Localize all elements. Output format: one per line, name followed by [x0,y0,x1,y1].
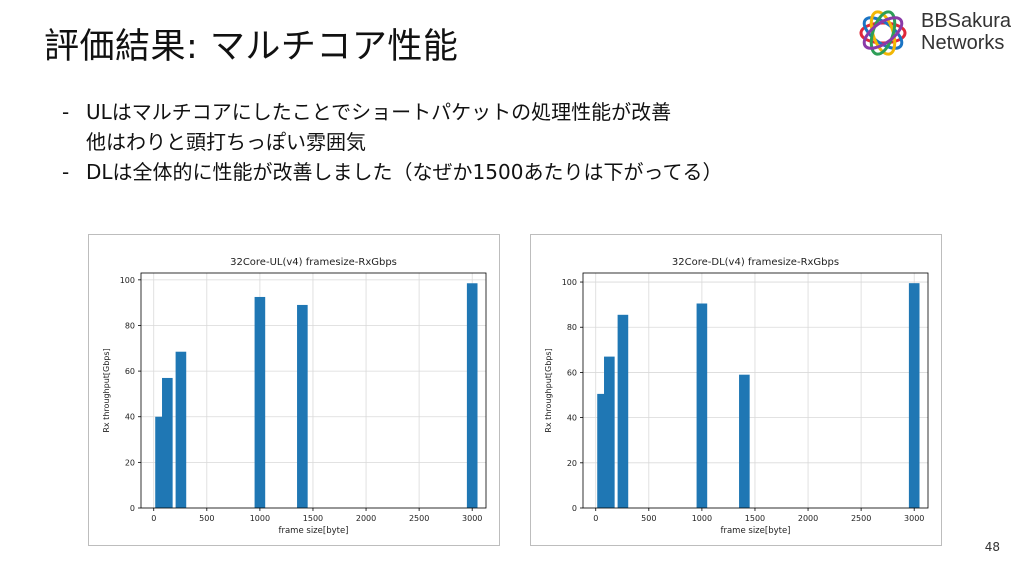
chart-title: 32Core-DL(v4) framesize-RxGbps [672,257,839,268]
chart-title: 32Core-UL(v4) framesize-RxGbps [230,257,397,268]
x-tick-label: 1500 [745,514,765,523]
bar-1400 [739,374,750,508]
bullet-item-dl: - DLは全体的に性能が改善しました（なぜか1500あたりは下がってる） [62,157,722,187]
bar-3000 [908,283,920,508]
plot-frame [582,272,929,509]
y-axis-label: Rx throughput[Gbps] [544,348,553,432]
x-tick-label: 2000 [798,514,818,523]
y-tick-label: 40 [567,414,577,423]
slide-title: 評価結果: マルチコア性能 [44,27,459,67]
x-axis-label: frame size[byte] [278,526,348,536]
x-tick-label: 500 [199,514,214,523]
x-tick-label: 500 [641,514,656,523]
y-axis-label: Rx throughput[Gbps] [102,348,111,432]
bullet-text: DLは全体的に性能が改善しました（なぜか1500あたりは下がってる） [86,160,723,184]
bar-64 [597,393,608,508]
bbsakura-logo: BBSakura Networks [853,4,1023,62]
logo-wordmark: BBSakura Networks [921,10,1011,54]
x-tick-label: 0 [151,514,156,523]
bar-128 [604,356,615,508]
x-tick-label: 1000 [692,514,712,523]
y-tick-label: 60 [567,368,577,377]
bar-1000 [254,296,266,508]
bullet-item-ul: - ULはマルチコアにしたことでショートパケットの処理性能が改善 [62,97,722,127]
x-axis-label: frame size[byte] [720,526,790,536]
bar-1400 [297,304,308,508]
y-tick-label: 100 [562,278,577,287]
y-tick-label: 60 [125,367,135,376]
y-tick-label: 0 [130,504,135,513]
y-tick-label: 80 [125,321,135,330]
bullet-dash: - [62,160,70,184]
bullet-dash: - [62,100,70,124]
x-tick-label: 2500 [851,514,871,523]
logo-line-2: Networks [921,32,1005,54]
plot-frame [140,272,487,509]
y-tick-label: 20 [567,459,577,468]
bar-128 [162,377,173,508]
x-tick-label: 1500 [303,514,323,523]
x-tick-label: 3000 [904,514,924,523]
x-tick-label: 3000 [462,514,482,523]
chart-ul: 32Core-UL(v4) framesize-RxGbps 0 500 1000 15… [88,234,500,546]
y-tick-label: 0 [572,504,577,513]
sakura-knot-icon [859,10,907,56]
bar-1000 [696,303,708,508]
x-tick-label: 2500 [409,514,429,523]
bar-256 [175,351,187,508]
y-tick-label: 80 [567,323,577,332]
x-tick-label: 1000 [250,514,270,523]
bar-64 [155,416,166,508]
bullet-list: - ULはマルチコアにしたことでショートパケットの処理性能が改善 他はわりと頭打… [62,97,722,187]
chart-dl: 32Core-DL(v4) framesize-RxGbps 0 500 1000 15… [530,234,942,546]
bullet-continuation: 他はわりと頭打ちっぽい雰囲気 [86,130,366,154]
page-number: 48 [984,540,1000,554]
x-tick-label: 0 [593,514,598,523]
x-tick-label: 2000 [356,514,376,523]
bar-3000 [466,283,478,508]
y-tick-label: 40 [125,413,135,422]
bullet-text: ULはマルチコアにしたことでショートパケットの処理性能が改善 [86,100,672,124]
y-tick-label: 100 [120,276,135,285]
y-tick-label: 20 [125,458,135,467]
bar-256 [617,314,629,508]
logo-line-1: BBSakura [921,10,1012,32]
